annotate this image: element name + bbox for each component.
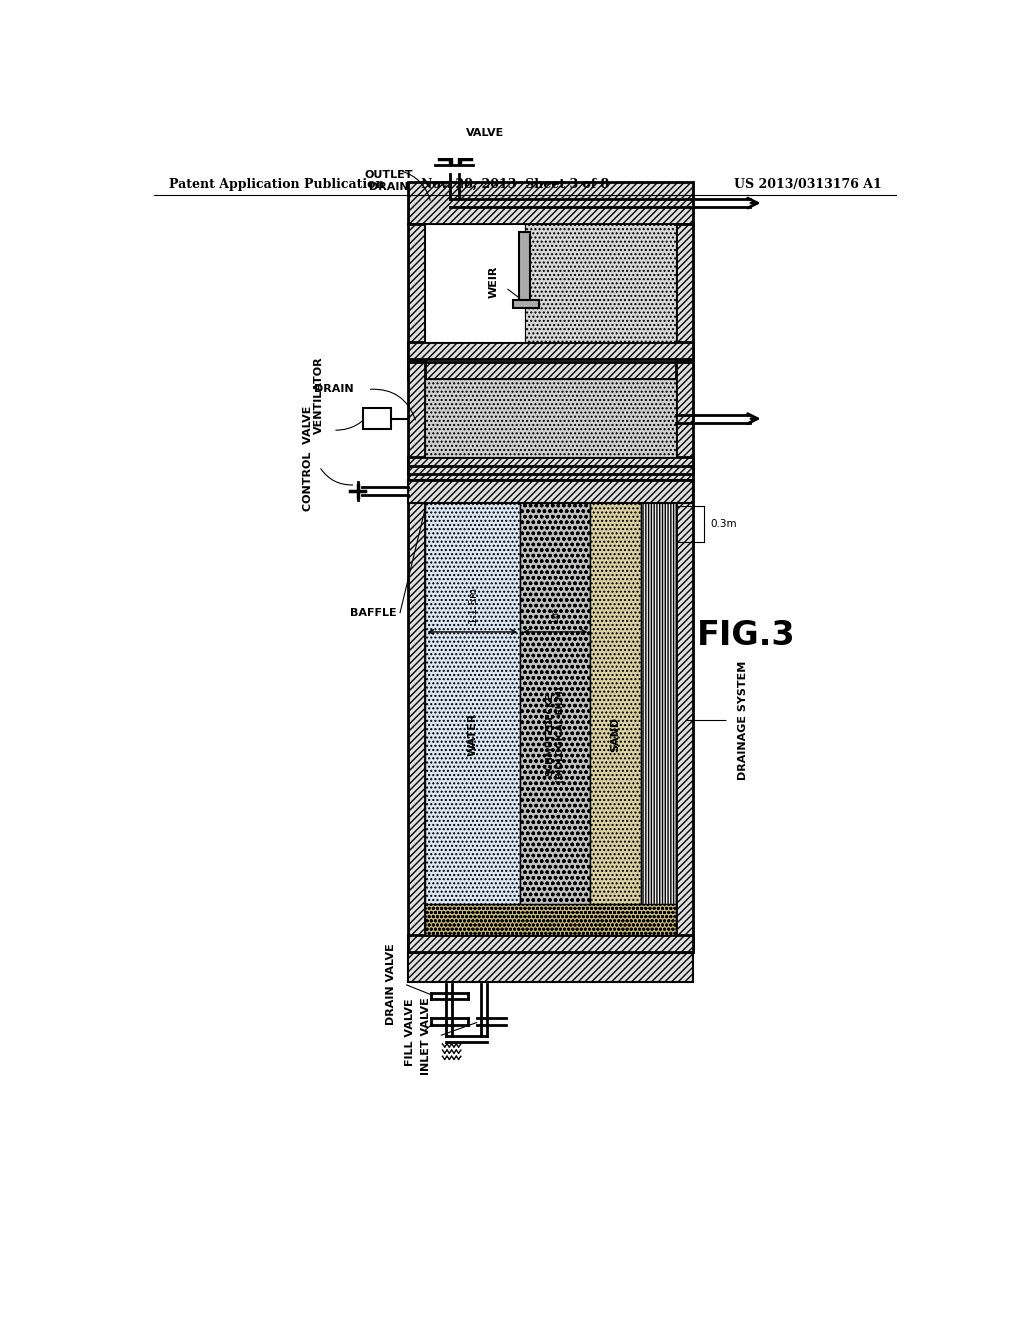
Text: DRAIN VALVE: DRAIN VALVE — [386, 942, 396, 1024]
Text: WATER: WATER — [467, 713, 477, 756]
Text: Patent Application Publication: Patent Application Publication — [169, 178, 385, 190]
Bar — [520, 490, 591, 935]
Text: DRAINAGE SYSTEM: DRAINAGE SYSTEM — [737, 661, 748, 780]
Bar — [408, 224, 425, 359]
Bar — [425, 379, 676, 457]
Bar — [408, 457, 692, 474]
Bar — [591, 490, 641, 935]
Bar — [449, 149, 452, 165]
Bar — [519, 231, 530, 308]
Bar — [676, 224, 692, 359]
Text: VENTILATOR: VENTILATOR — [314, 356, 325, 434]
Bar — [524, 224, 676, 342]
Text: GRAVEL: GRAVEL — [586, 927, 635, 936]
Text: CONTROL  VALVE: CONTROL VALVE — [303, 407, 312, 511]
Bar — [408, 363, 692, 379]
Bar — [425, 490, 520, 935]
Bar — [408, 342, 692, 359]
Bar — [408, 953, 692, 982]
Text: FILL VALVE: FILL VALVE — [406, 998, 416, 1067]
Text: INLET VALVE: INLET VALVE — [421, 998, 431, 1074]
Bar — [425, 224, 676, 342]
Bar — [364, 408, 391, 429]
Text: DRAIN: DRAIN — [314, 384, 354, 395]
Text: SCHMUTZDECKE
(BIOLOGICAL FILM): SCHMUTZDECKE (BIOLOGICAL FILM) — [546, 686, 565, 783]
Bar — [641, 490, 676, 935]
Text: FIG.3: FIG.3 — [697, 619, 796, 652]
Bar — [408, 490, 425, 952]
Text: 0.3m: 0.3m — [711, 519, 737, 529]
Bar — [408, 490, 692, 498]
Bar — [676, 363, 692, 474]
Bar — [425, 224, 524, 342]
Bar — [408, 363, 425, 474]
Bar — [408, 466, 692, 490]
Bar — [676, 490, 692, 952]
Text: BAFFLE: BAFFLE — [349, 607, 396, 618]
Bar — [408, 480, 692, 503]
Text: Nov. 28, 2013  Sheet 3 of 8: Nov. 28, 2013 Sheet 3 of 8 — [422, 178, 609, 190]
Bar — [408, 935, 692, 952]
Text: OUTLET
DRAIN: OUTLET DRAIN — [365, 170, 413, 191]
Text: VALVE: VALVE — [466, 128, 504, 137]
Bar — [458, 149, 461, 165]
Bar — [408, 182, 692, 224]
Bar — [513, 300, 540, 308]
Text: SAND: SAND — [610, 717, 621, 752]
Text: WEIR: WEIR — [489, 265, 499, 298]
Text: US 2013/0313176 A1: US 2013/0313176 A1 — [733, 178, 882, 190]
Text: 1-1.5m: 1-1.5m — [467, 586, 477, 623]
Bar — [425, 904, 676, 935]
Text: 1m: 1m — [550, 606, 560, 623]
